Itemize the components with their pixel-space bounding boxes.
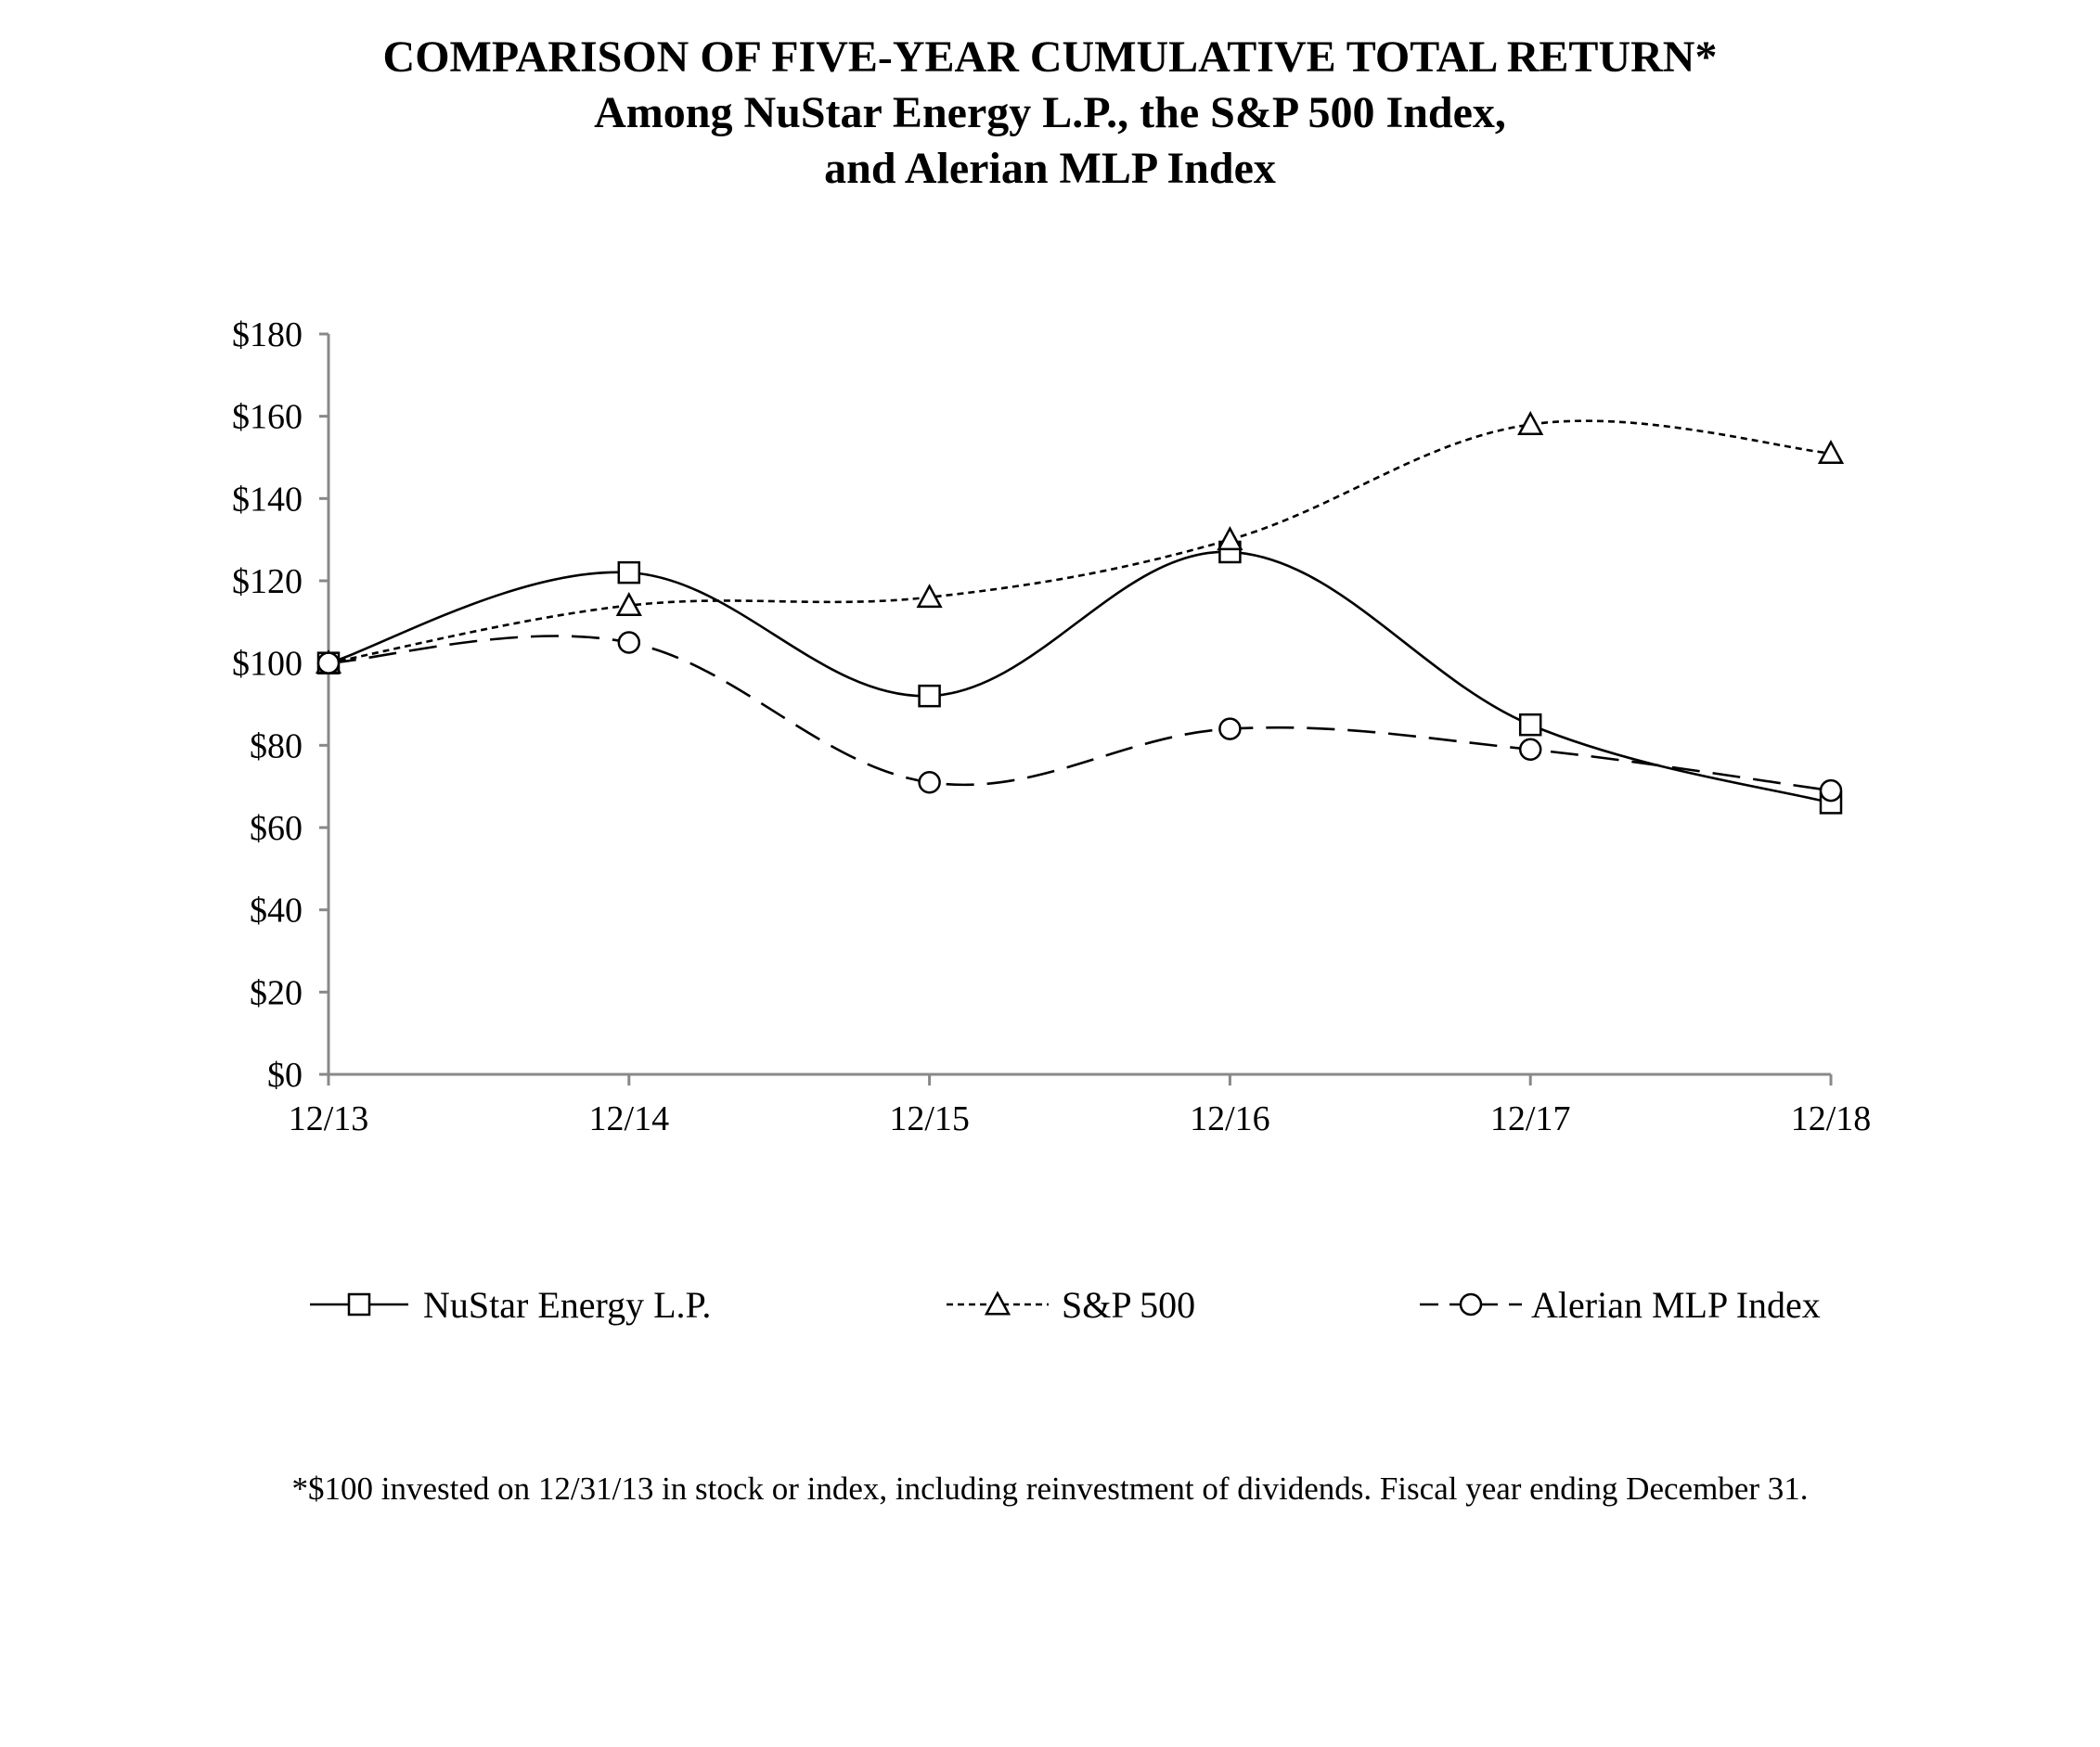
chart-footnote: *$100 invested on 12/31/13 in stock or i… [291,1471,1809,1507]
data-point [918,770,941,794]
data-point [1819,778,1843,803]
legend-marker [347,1292,371,1317]
series-line [328,419,1832,664]
series-line [328,635,1832,792]
data-point [1517,410,1544,435]
y-tick-label: $80 [250,726,303,765]
x-tick-label: 12/18 [1791,1099,1872,1138]
x-tick-label: 12/13 [289,1099,369,1138]
legend-marker [984,1291,1011,1316]
legend-label: S&P 500 [1062,1284,1195,1326]
data-point [617,631,641,654]
chart-subtitle-line-1: Among NuStar Energy L.P., the S&P 500 In… [594,88,1506,137]
legend-label: Alerian MLP Index [1531,1284,1821,1326]
chart-subtitle-line-2: and Alerian MLP Index [824,144,1276,193]
y-tick-label: $100 [232,645,303,684]
y-tick-label: $0 [267,1056,303,1095]
series-line [328,550,1832,804]
data-point [617,560,641,584]
series-nustar-energy-l-p [316,540,1843,815]
legend-item: S&P 500 [947,1284,1195,1326]
series-alerian-mlp-index [316,631,1843,803]
y-tick-label: $180 [232,315,303,354]
legend-item: NuStar Energy L.P. [310,1284,711,1326]
data-point [1218,717,1242,740]
data-point [1817,439,1845,465]
data-point [918,684,941,708]
y-tick-label: $140 [232,480,303,519]
chart-legend: NuStar Energy L.P. S&P 500 Alerian MLP Ind… [310,1284,1821,1326]
data-point [1518,713,1542,737]
data-point [316,651,341,674]
legend-item: Alerian MLP Index [1420,1284,1821,1326]
chart-title-block: COMPARISON OF FIVE-YEAR CUMULATIVE TOTAL… [0,30,2100,197]
data-point [916,584,943,609]
data-point [615,591,642,617]
x-tick-label: 12/16 [1190,1099,1270,1138]
legend-marker [1459,1292,1483,1317]
chart-title: COMPARISON OF FIVE-YEAR CUMULATIVE TOTAL… [382,32,1718,82]
y-tick-label: $60 [250,809,303,848]
y-tick-label: $40 [250,892,303,931]
x-tick-label: 12/17 [1490,1099,1571,1138]
data-point [1217,526,1243,551]
y-tick-label: $160 [232,398,303,437]
series-s-p-500 [315,410,1845,674]
y-tick-label: $120 [232,562,303,601]
data-point [1518,738,1542,762]
x-tick-label: 12/15 [889,1099,970,1138]
chart-axes: $0 $20 $40 $60 $80 $100 $120 $140 $160 $180 12/13 1… [232,315,1871,1138]
y-tick-label: $20 [250,973,303,1012]
x-tick-label: 12/14 [589,1099,670,1138]
legend-label: NuStar Energy L.P. [423,1284,711,1326]
chart-series [315,410,1845,815]
